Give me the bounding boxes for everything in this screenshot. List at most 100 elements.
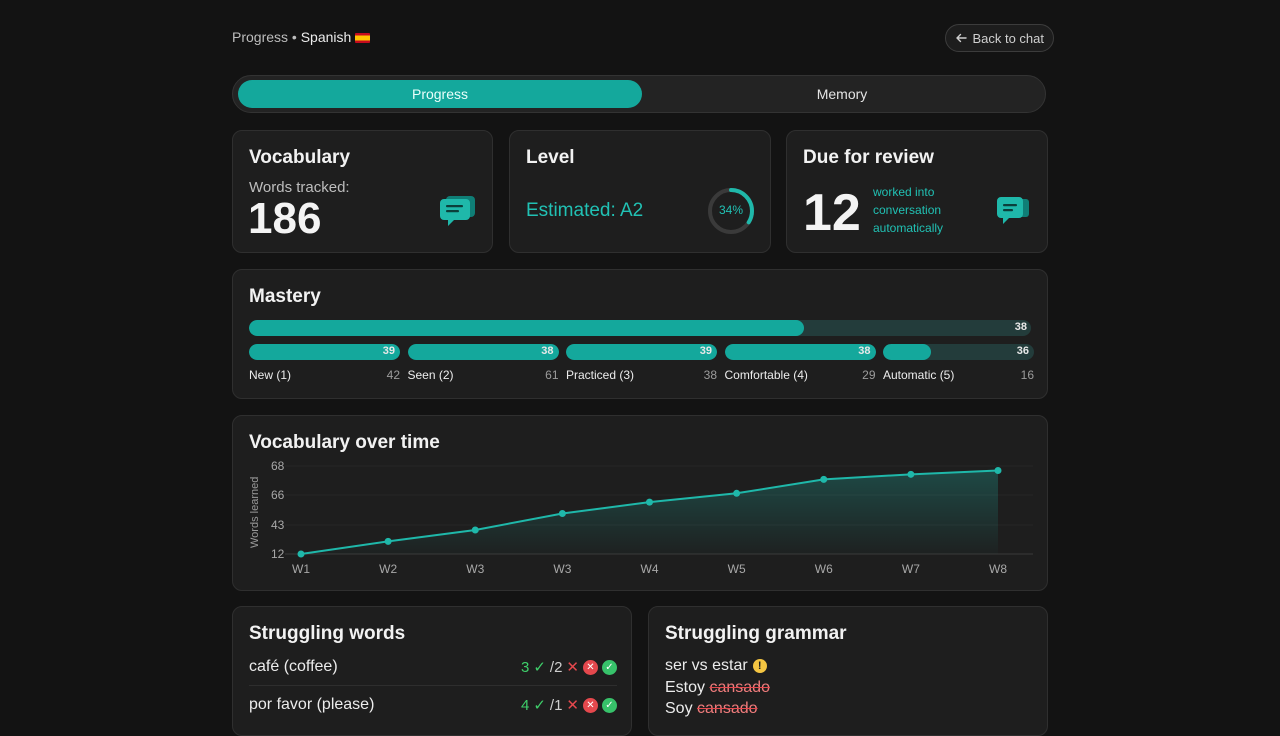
mastery-level-bar-count: 38 bbox=[858, 345, 871, 357]
struggling-word: por favor (please) bbox=[249, 696, 375, 713]
tab-progress[interactable]: Progress bbox=[238, 80, 642, 108]
vocabulary-over-time-card: Vocabulary over time 68 66 43 12 Words learn… bbox=[232, 415, 1048, 591]
data-point bbox=[994, 467, 1002, 475]
data-point bbox=[297, 550, 305, 558]
y-tick-label: 66 bbox=[271, 488, 285, 502]
mastery-level-total: 61 bbox=[545, 368, 559, 382]
tab-memory[interactable]: Memory bbox=[816, 86, 868, 102]
level-progress-label: 34% bbox=[718, 203, 744, 217]
check-icon: ✓ bbox=[533, 659, 546, 676]
level-card-title: Level bbox=[526, 147, 575, 168]
review-card-title: Due for review bbox=[803, 147, 934, 168]
review-note: worked into conversation automatically bbox=[873, 185, 944, 235]
x-tick-label: W2 bbox=[379, 562, 397, 576]
mastery-overall-count: 38 bbox=[1014, 321, 1027, 333]
mastery-title: Mastery bbox=[249, 286, 321, 307]
list-item[interactable]: café (coffee) 3 ✓ /2 ✕ ✕ ✓ bbox=[249, 658, 617, 692]
vocabulary-card-title: Vocabulary bbox=[249, 147, 351, 168]
y-tick-label: 12 bbox=[271, 547, 285, 561]
mastery-level-fill bbox=[407, 344, 559, 360]
struggling-words-card: Struggling words café (coffee) 3 ✓ /2 ✕ … bbox=[232, 606, 632, 736]
mark-correct-icon[interactable]: ✓ bbox=[602, 659, 617, 675]
mark-wrong-icon[interactable]: ✕ bbox=[583, 659, 598, 675]
review-count: 12 bbox=[803, 184, 861, 242]
mastery-level-5: 36 Automatic (5) 16 bbox=[883, 344, 1034, 382]
breadcrumb-section: Progress • bbox=[232, 29, 297, 45]
grammar-example-error: cansado bbox=[709, 679, 770, 696]
word-score: 4 ✓ /1 ✕ ✕ ✓ bbox=[521, 696, 617, 714]
data-point bbox=[471, 526, 479, 534]
mastery-level-total: 16 bbox=[1020, 368, 1034, 382]
mastery-level-fill bbox=[883, 344, 932, 360]
y-tick-label: 43 bbox=[271, 518, 285, 532]
top-bar: Progress • Spanish Back to chat bbox=[232, 24, 1054, 52]
mastery-level-bar: 39 bbox=[249, 344, 400, 360]
view-tabs: Progress Memory bbox=[232, 75, 1046, 113]
x-tick-label: W7 bbox=[902, 562, 920, 576]
wrong-count-prefix: / bbox=[549, 658, 555, 676]
mastery-level-total: 29 bbox=[862, 368, 876, 382]
check-icon: ✓ bbox=[533, 697, 546, 714]
mastery-level-1: 39 New (1) 42 bbox=[249, 344, 400, 382]
mastery-level-bar: 39 bbox=[566, 344, 717, 360]
mastery-level-label: New (1) bbox=[249, 368, 292, 382]
chat-bubbles-icon bbox=[440, 196, 475, 226]
mastery-level-total: 38 bbox=[703, 368, 717, 382]
wrong-count: 1 bbox=[554, 696, 563, 714]
mark-correct-icon[interactable]: ✓ bbox=[602, 697, 617, 713]
mastery-level-label: Automatic (5) bbox=[883, 368, 955, 382]
mastery-level-bar: 38 bbox=[407, 344, 559, 360]
mastery-overall-fill bbox=[249, 320, 805, 336]
struggling-grammar-title: Struggling grammar bbox=[665, 623, 847, 644]
warning-icon: ! bbox=[752, 659, 767, 673]
back-to-chat-button[interactable]: Back to chat bbox=[945, 24, 1054, 52]
x-tick-label: W3 bbox=[553, 562, 571, 576]
correct-count: 3 bbox=[520, 658, 530, 676]
x-tick-label: W6 bbox=[815, 562, 833, 576]
word-score: 3 ✓ /2 ✕ ✕ ✓ bbox=[521, 658, 617, 676]
mastery-level-4: 38 Comfortable (4) 29 bbox=[724, 344, 876, 382]
mastery-level-label: Seen (2) bbox=[407, 368, 454, 382]
mastery-level-bar-count: 36 bbox=[1016, 345, 1029, 357]
grammar-topic-label: ser vs estar bbox=[665, 657, 748, 674]
mastery-level-total: 42 bbox=[386, 368, 400, 382]
vocabulary-card: Vocabulary Words tracked: 186 bbox=[232, 130, 493, 253]
mastery-level-bar-count: 39 bbox=[382, 345, 395, 357]
spain-flag-icon bbox=[355, 33, 371, 43]
series-area bbox=[301, 470, 998, 554]
x-tick-label: W3 bbox=[466, 562, 484, 576]
struggling-word: café (coffee) bbox=[249, 658, 338, 675]
grammar-example: Soy cansado bbox=[665, 700, 758, 718]
row-divider bbox=[249, 685, 617, 686]
x-tick-label: W8 bbox=[989, 562, 1007, 576]
level-progress-ring bbox=[708, 188, 754, 234]
cross-icon: ✕ bbox=[566, 659, 579, 676]
chat-bubble-icon bbox=[997, 197, 1029, 224]
struggling-words-title: Struggling words bbox=[249, 623, 406, 644]
mastery-level-bar-count: 39 bbox=[699, 345, 712, 357]
mastery-overall-bar: 38 bbox=[249, 320, 1031, 336]
mastery-level-bar-count: 38 bbox=[541, 345, 554, 357]
words-tracked-label: Words tracked: bbox=[249, 179, 350, 196]
mastery-level-fill bbox=[249, 344, 400, 360]
y-axis-label: Words learned bbox=[249, 477, 261, 548]
mastery-level-bar: 36 bbox=[883, 344, 1034, 360]
grammar-topic[interactable]: ser vs estar! bbox=[665, 657, 767, 675]
back-to-chat-label: Back to chat bbox=[972, 30, 1044, 46]
breadcrumb: Progress • Spanish bbox=[232, 29, 371, 45]
list-item[interactable]: por favor (please) 4 ✓ /1 ✕ ✕ ✓ bbox=[249, 696, 617, 730]
mastery-level-label: Comfortable (4) bbox=[724, 368, 808, 382]
vocabulary-chart: 68 66 43 12 Words learned W1 W2 W3 W3 W4 W5 W6 W7 W8 bbox=[249, 459, 1033, 576]
mark-wrong-icon[interactable]: ✕ bbox=[583, 697, 598, 713]
data-point bbox=[646, 498, 653, 506]
grammar-example-error: cansado bbox=[697, 700, 758, 717]
grammar-example: Estoy cansado bbox=[665, 679, 770, 697]
data-point bbox=[558, 510, 566, 518]
mastery-level-label: Practiced (3) bbox=[566, 368, 635, 382]
mastery-level-2: 38 Seen (2) 61 bbox=[407, 344, 559, 382]
data-point bbox=[820, 475, 828, 483]
data-point bbox=[384, 537, 392, 545]
wrong-count-prefix: / bbox=[549, 696, 555, 714]
words-tracked-count: 186 bbox=[248, 194, 322, 243]
data-point bbox=[733, 489, 741, 497]
